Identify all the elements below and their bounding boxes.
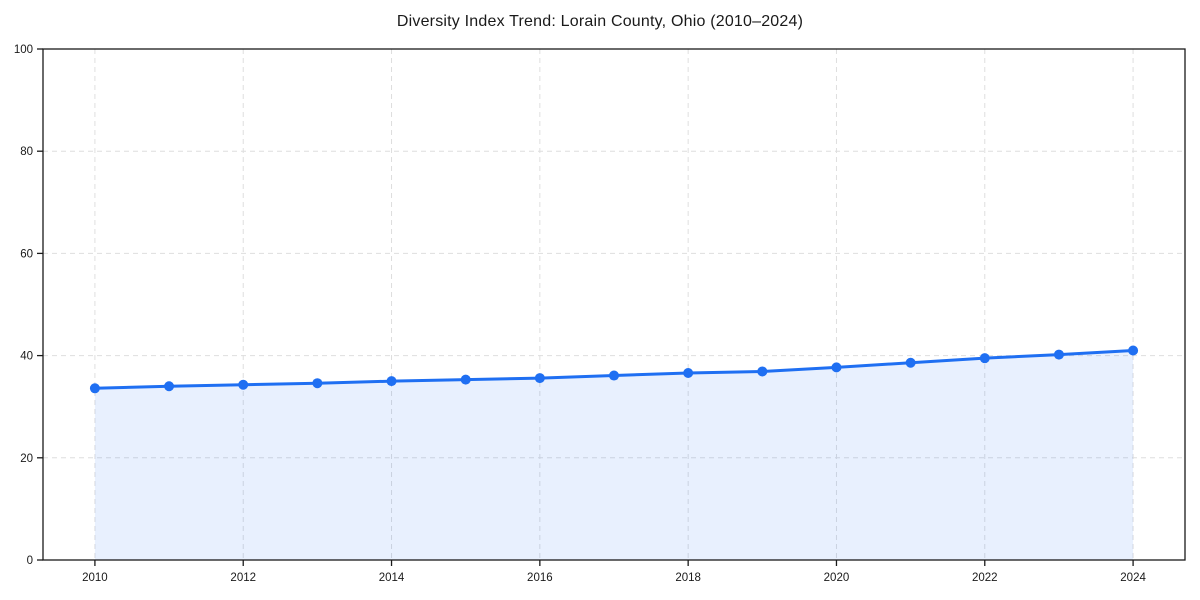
data-point-2019 (757, 366, 768, 377)
data-point-2024 (1128, 345, 1139, 356)
data-point-2023 (1053, 349, 1064, 360)
y-tick-label-0: 0 (27, 555, 33, 567)
chart-title: Diversity Index Trend: Lorain County, Oh… (396, 13, 804, 30)
data-point-2018 (683, 367, 694, 378)
x-tick-label-2012: 2012 (230, 572, 256, 584)
y-tick-label-20: 20 (20, 453, 33, 465)
plot-border (42, 48, 1186, 561)
x-tick-label-2024: 2024 (1120, 572, 1146, 584)
data-point-2021 (905, 357, 916, 368)
data-point-2014 (386, 376, 397, 387)
y-tick-label-80: 80 (20, 146, 33, 158)
y-tick-label-100: 100 (14, 44, 33, 56)
data-point-2013 (312, 378, 323, 389)
x-tick-label-2014: 2014 (379, 572, 405, 584)
data-point-2011 (164, 381, 175, 392)
data-point-2020 (831, 362, 842, 373)
data-point-2015 (460, 374, 471, 385)
x-tick-label-2010: 2010 (82, 572, 108, 584)
data-point-2016 (534, 373, 545, 384)
y-tick-label-60: 60 (20, 248, 33, 260)
y-tick-label-40: 40 (20, 351, 33, 363)
data-point-2022 (979, 353, 990, 364)
data-point-2017 (609, 370, 619, 381)
x-tick-label-2020: 2020 (824, 572, 850, 584)
data-point-2010 (89, 383, 100, 394)
x-tick-label-2016: 2016 (527, 572, 553, 584)
x-tick-label-2022: 2022 (972, 572, 998, 584)
data-point-2012 (238, 379, 249, 390)
area-fill (94, 350, 1134, 560)
x-tick-label-2018: 2018 (675, 572, 701, 584)
